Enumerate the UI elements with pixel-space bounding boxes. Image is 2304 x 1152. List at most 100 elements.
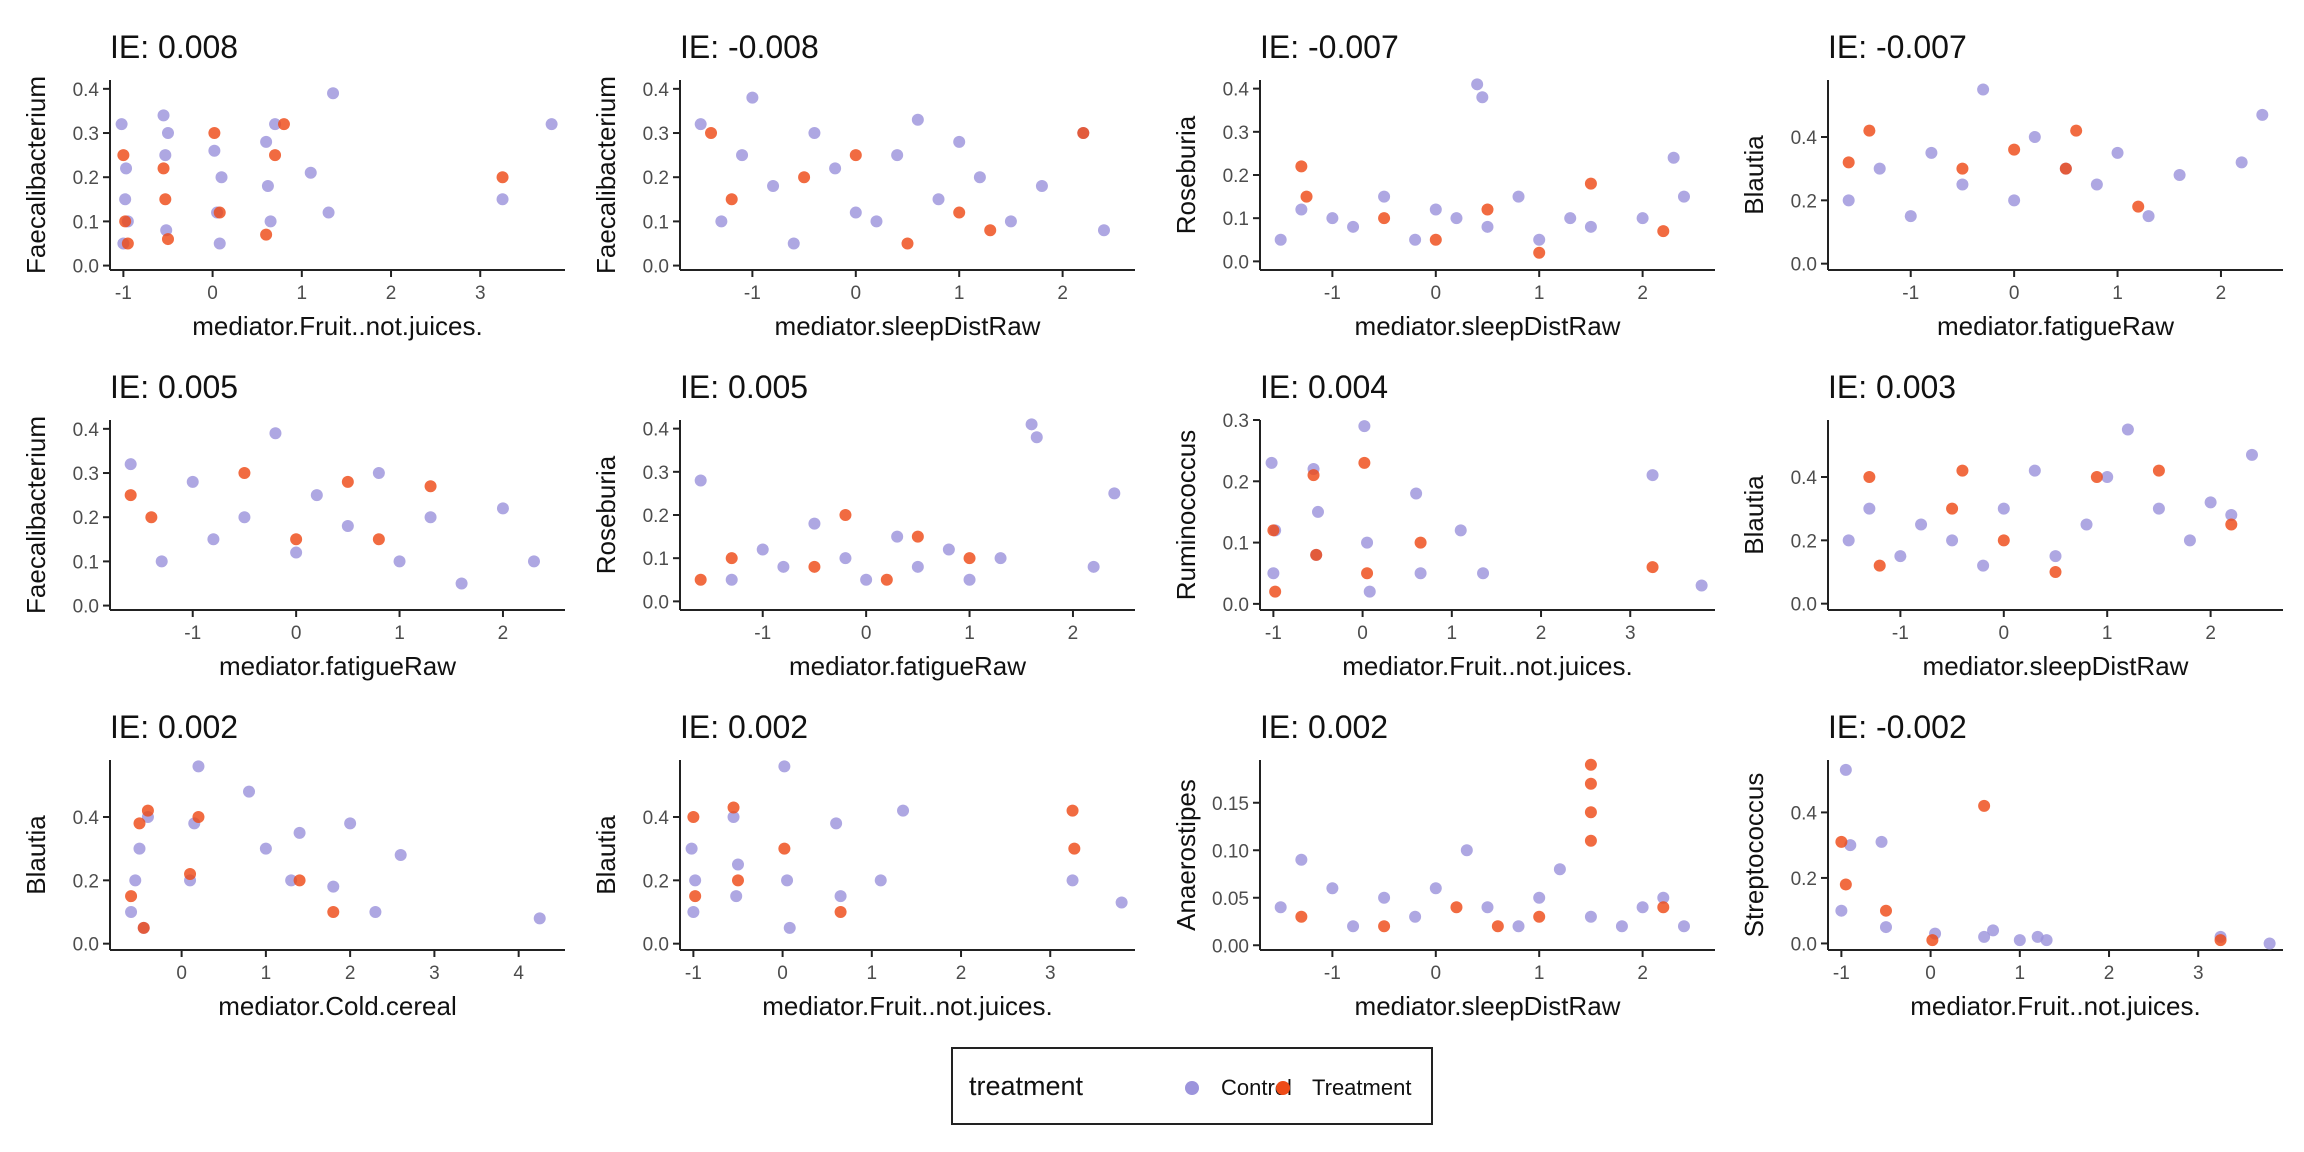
treatment-point <box>290 533 303 546</box>
treatment-point <box>141 804 154 817</box>
treatment-point <box>1584 177 1597 190</box>
x-tick-label: 3 <box>475 283 486 304</box>
panel-5: IE: 0.005 -1 0 1 2 0.0 0.1 0.2 0.3 0.4 mediator.fa… <box>21 369 565 681</box>
x-tick-label: -1 <box>115 283 132 304</box>
control-point <box>155 555 168 568</box>
y-tick-label: 0.1 <box>643 212 669 233</box>
control-point <box>2121 423 2134 436</box>
x-tick-label: 2 <box>1637 963 1648 984</box>
treatment-point <box>778 842 791 855</box>
x-axis-label: mediator.fatigueRaw <box>789 651 1026 681</box>
treatment-point <box>1378 212 1391 225</box>
control-point <box>369 906 382 918</box>
x-axis-label: mediator.fatigueRaw <box>1937 311 2174 341</box>
x-tick-label: 0 <box>851 283 862 304</box>
control-point <box>808 127 821 140</box>
x-tick-label: -1 <box>1892 623 1909 644</box>
control-point <box>186 475 199 488</box>
x-tick-label: 1 <box>394 623 405 644</box>
control-point <box>778 760 791 773</box>
control-point <box>261 180 274 193</box>
y-axis-label: Streptococcus <box>1739 773 1769 938</box>
control-point <box>2245 448 2258 461</box>
y-tick-label: 0.4 <box>73 420 100 441</box>
treatment-point <box>1584 834 1597 847</box>
control-point <box>2152 502 2165 515</box>
x-tick-label: 1 <box>2015 963 2026 984</box>
control-point <box>1915 518 1928 531</box>
control-point <box>830 817 843 830</box>
control-point <box>1875 835 1888 848</box>
control-point <box>1695 579 1708 592</box>
treatment-point <box>1842 156 1855 169</box>
y-tick-label: 0.2 <box>1223 472 1249 493</box>
control-point <box>545 118 558 131</box>
control-point <box>310 489 323 502</box>
panel-8: IE: 0.003 -1 0 1 2 0.0 0.2 0.4 mediator.sleepDis… <box>1739 369 2283 681</box>
treatment-point <box>1863 471 1876 483</box>
panel-title: IE: 0.002 <box>110 709 238 745</box>
x-tick-label: 2 <box>386 283 397 304</box>
control-point <box>2225 509 2238 521</box>
x-tick-label: 0 <box>777 963 788 984</box>
x-tick-label: 0 <box>861 623 872 644</box>
y-tick-label: 0.2 <box>643 871 669 892</box>
control-point <box>1677 190 1690 203</box>
control-point <box>1533 233 1546 246</box>
control-point <box>689 874 702 887</box>
control-point <box>2028 131 2041 143</box>
treatment-point <box>1414 536 1427 549</box>
control-point <box>870 215 883 228</box>
control-point <box>1842 194 1855 207</box>
control-point <box>1512 190 1525 203</box>
x-tick-label: 1 <box>954 283 965 304</box>
control-point <box>1657 891 1670 904</box>
control-point <box>730 890 743 903</box>
control-point <box>120 162 133 175</box>
control-point <box>496 502 509 515</box>
x-tick-label: -1 <box>1324 963 1341 984</box>
control-point <box>157 109 170 122</box>
y-tick-label: 0.2 <box>73 168 99 189</box>
control-point <box>874 874 887 887</box>
treatment-point <box>901 237 914 250</box>
treatment-point <box>2090 471 2103 483</box>
control-point <box>238 511 251 524</box>
control-point <box>1414 567 1427 580</box>
control-point <box>341 520 354 533</box>
treatment-point <box>159 193 172 206</box>
x-axis-label: mediator.fatigueRaw <box>219 651 456 681</box>
control-point <box>685 842 698 855</box>
panel-title: IE: 0.002 <box>1260 709 1388 745</box>
control-point <box>694 118 707 131</box>
control-point <box>259 842 272 855</box>
panel-7: IE: 0.004 -1 0 1 2 3 0.0 0.1 0.2 0.3 mediator.Frui… <box>1171 369 1715 681</box>
x-tick-label: 0 <box>1431 963 1442 984</box>
control-point <box>393 555 406 568</box>
control-point <box>115 118 128 131</box>
control-point <box>2008 194 2021 207</box>
control-point <box>129 874 142 887</box>
x-axis-label: mediator.sleepDistRaw <box>1355 991 1621 1021</box>
control-point <box>207 533 220 546</box>
control-point <box>1978 930 1991 943</box>
control-point <box>891 530 904 543</box>
x-tick-label: 1 <box>261 963 272 984</box>
x-tick-label: 1 <box>964 623 975 644</box>
treatment-point <box>1378 920 1391 933</box>
x-tick-label: -1 <box>754 623 771 644</box>
control-point <box>973 171 986 184</box>
y-tick-label: 0.1 <box>1223 209 1249 230</box>
x-axis-label: mediator.Fruit..not.juices. <box>1910 991 2200 1021</box>
control-point <box>327 880 340 893</box>
y-tick-label: 0.4 <box>1791 803 1818 824</box>
control-point <box>327 87 340 100</box>
treatment-point <box>2070 124 2083 137</box>
panel-9: IE: 0.002 0 1 2 3 4 0.0 0.2 0.4 mediator.Cold.cer… <box>21 709 565 1021</box>
control-point <box>215 171 228 184</box>
legend-control-dot <box>1185 1081 1199 1095</box>
control-point <box>1584 220 1597 233</box>
x-tick-label: 0 <box>1431 283 1442 304</box>
control-point <box>1429 203 1442 216</box>
control-point <box>736 149 749 162</box>
